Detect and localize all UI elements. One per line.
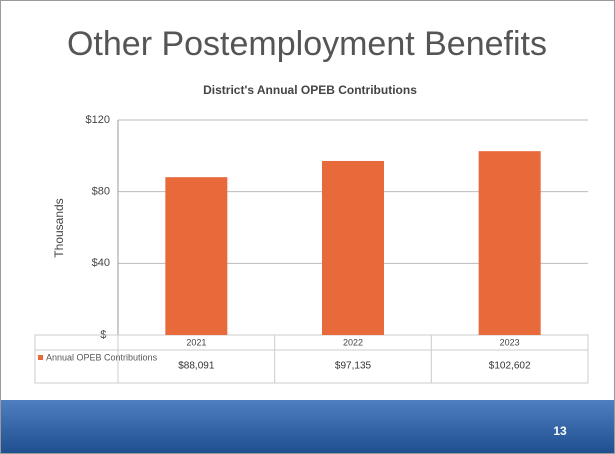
bar	[478, 151, 541, 335]
footer-band	[1, 400, 614, 453]
x-tick-label: 2022	[343, 337, 363, 347]
x-tick-label: 2021	[186, 337, 206, 347]
legend-swatch	[38, 355, 43, 360]
data-label: $97,135	[335, 361, 372, 372]
bar	[165, 177, 228, 335]
y-tick-label: $40	[92, 257, 110, 269]
data-label: $102,602	[489, 361, 531, 372]
y-tick-label: $120	[86, 114, 110, 126]
y-tick-label: $80	[92, 186, 110, 198]
page-number: 13	[553, 424, 567, 438]
chart-title: District's Annual OPEB Contributions	[203, 83, 417, 97]
x-tick-label: 2023	[500, 337, 520, 347]
bar	[322, 160, 384, 335]
data-label: $88,091	[178, 361, 215, 372]
legend-label: Annual OPEB Contributions	[46, 352, 158, 362]
slide-title: Other Postemployment Benefits	[67, 25, 547, 63]
y-axis-label: Thousands	[52, 198, 66, 257]
